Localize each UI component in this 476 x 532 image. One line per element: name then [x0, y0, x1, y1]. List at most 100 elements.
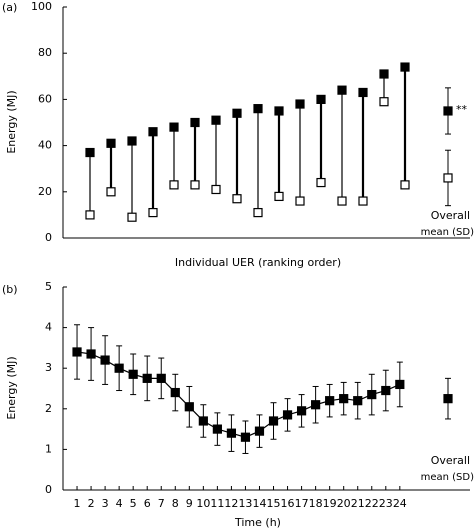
- filled-marker: [379, 69, 389, 79]
- x-tick-label: 22: [365, 497, 379, 510]
- panel-label: (a): [2, 1, 17, 14]
- y-tick-label: 5: [45, 280, 52, 293]
- filled-marker: [316, 94, 326, 105]
- filled-marker: [148, 127, 158, 137]
- x-tick-label: 5: [130, 497, 137, 510]
- y-tick-label: 0: [45, 483, 52, 496]
- y-tick-label: 3: [45, 361, 52, 374]
- filled-marker: [268, 416, 279, 426]
- x-tick-label: 19: [323, 497, 337, 510]
- data-line: [76, 351, 401, 438]
- x-tick-label: 18: [309, 497, 323, 510]
- x-axis-label: Time (h): [234, 516, 281, 529]
- significance: **: [456, 103, 468, 116]
- y-tick-label: 2: [45, 402, 52, 415]
- open-marker: [316, 177, 326, 188]
- filled-marker: [295, 99, 305, 109]
- open-marker: [274, 191, 284, 202]
- filled-marker: [128, 369, 138, 379]
- x-tick-label: 23: [379, 497, 393, 510]
- y-tick-label: 4: [45, 321, 52, 334]
- filled-marker: [400, 62, 410, 72]
- x-tick-label: 11: [210, 497, 224, 510]
- overall-label: Overall: [431, 209, 470, 222]
- filled-marker: [156, 373, 166, 383]
- y-tick-label: 40: [38, 139, 52, 152]
- open-marker: [379, 97, 389, 107]
- panel-label: (b): [2, 283, 18, 296]
- filled-marker: [100, 355, 110, 365]
- open-marker: [169, 180, 179, 190]
- y-axis-label: Energy (MJ): [5, 90, 18, 153]
- open-marker: [190, 180, 200, 190]
- open-marker: [443, 173, 453, 183]
- y-tick-label: 1: [45, 442, 52, 455]
- x-tick-label: 12: [224, 497, 238, 510]
- filled-marker: [381, 385, 391, 396]
- filled-marker: [226, 428, 237, 438]
- overall-sublabel: mean (SD): [421, 472, 474, 483]
- filled-marker: [212, 424, 222, 434]
- open-marker: [85, 210, 95, 220]
- filled-marker: [443, 106, 453, 116]
- filled-marker: [106, 138, 116, 148]
- filled-marker: [274, 106, 284, 116]
- open-marker: [358, 196, 368, 206]
- filled-marker: [337, 85, 347, 95]
- filled-marker: [211, 115, 221, 125]
- x-tick-label: 7: [158, 497, 165, 510]
- open-marker: [337, 196, 347, 206]
- open-marker: [400, 180, 410, 190]
- filled-marker: [353, 396, 363, 406]
- x-tick-label: 17: [295, 497, 309, 510]
- y-tick-label: 60: [38, 92, 52, 105]
- x-tick-label: 8: [172, 497, 179, 510]
- x-tick-label: 3: [102, 497, 109, 510]
- filled-marker: [198, 416, 208, 426]
- x-tick-label: 6: [144, 497, 151, 510]
- x-tick-label: 14: [252, 497, 266, 510]
- filled-marker: [253, 104, 263, 114]
- filled-marker: [282, 410, 293, 420]
- filled-marker: [443, 394, 453, 404]
- x-tick-label: 20: [337, 497, 351, 510]
- x-tick-label: 4: [116, 497, 123, 510]
- open-marker: [127, 212, 137, 222]
- filled-marker: [232, 108, 242, 118]
- x-tick-label: 10: [196, 497, 210, 510]
- x-tick-label: 9: [186, 497, 193, 510]
- filled-marker: [311, 400, 321, 410]
- filled-marker: [86, 349, 96, 359]
- filled-marker: [170, 387, 180, 398]
- x-tick-label: 2: [88, 497, 95, 510]
- x-tick-label: 1: [74, 497, 81, 510]
- filled-marker: [325, 396, 335, 406]
- y-axis-label: Energy (MJ): [5, 356, 18, 419]
- y-tick-label: 80: [38, 46, 52, 59]
- overall-sublabel: mean (SD): [421, 227, 474, 238]
- open-marker: [211, 184, 221, 195]
- open-marker: [295, 196, 305, 206]
- filled-marker: [127, 136, 137, 146]
- y-tick-label: 0: [45, 231, 52, 244]
- filled-marker: [240, 432, 251, 442]
- x-tick-label: 16: [281, 497, 295, 510]
- x-tick-label: 21: [351, 497, 365, 510]
- filled-marker: [395, 379, 405, 390]
- filled-marker: [296, 406, 307, 416]
- filled-marker: [85, 147, 95, 158]
- filled-marker: [142, 373, 152, 383]
- y-tick-label: 100: [31, 0, 52, 13]
- filled-marker: [339, 394, 349, 404]
- filled-marker: [72, 347, 82, 357]
- x-tick-label: 13: [238, 497, 252, 510]
- open-marker: [253, 207, 263, 218]
- filled-marker: [169, 122, 179, 132]
- open-marker: [106, 187, 116, 197]
- filled-marker: [114, 363, 124, 373]
- overall-label: Overall: [431, 454, 470, 467]
- filled-marker: [358, 87, 368, 98]
- filled-marker: [367, 389, 377, 400]
- x-tick-label: 24: [393, 497, 407, 510]
